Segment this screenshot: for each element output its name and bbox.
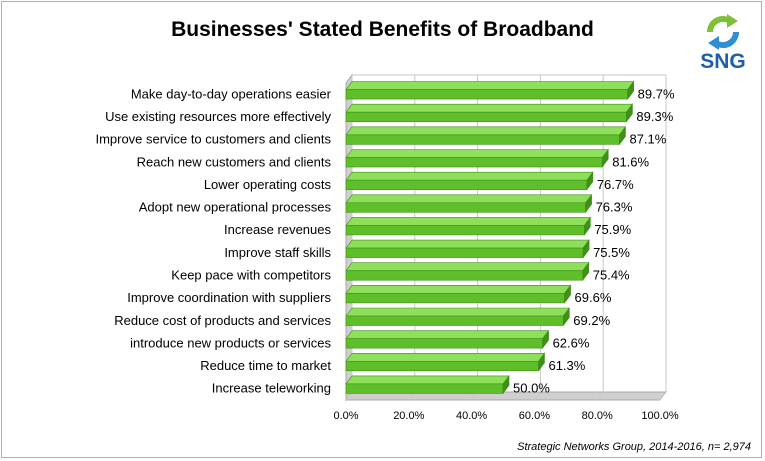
category-label: Reduce time to market <box>200 358 331 373</box>
bar-end-face <box>619 125 626 146</box>
x-tick-label: 40.0% <box>456 410 487 422</box>
data-label: 75.9% <box>594 222 631 237</box>
x-tick-label: 60.0% <box>519 410 550 422</box>
bar-top-face <box>345 375 510 385</box>
bar-end-face <box>582 261 590 282</box>
bar-top-face <box>345 262 590 272</box>
bar-end-face <box>582 239 590 259</box>
data-label: 69.2% <box>573 313 610 328</box>
data-label: 87.1% <box>629 132 666 147</box>
bar-top-face <box>345 103 634 113</box>
bar-end-face <box>627 80 634 100</box>
gridline-floor <box>596 391 604 401</box>
bar <box>345 111 627 123</box>
bar-end-face <box>538 352 545 372</box>
data-label: 81.6% <box>612 154 649 169</box>
category-label: Increase teleworking <box>212 381 331 396</box>
bar-top-face <box>345 126 627 136</box>
bar-end-face <box>542 329 549 350</box>
bar-end-face <box>564 284 571 304</box>
bar-top-face <box>345 307 570 317</box>
x-tick-label: 0.0% <box>333 410 358 422</box>
data-label: 69.6% <box>575 290 612 305</box>
bar-top-face <box>345 352 546 362</box>
bar-top-face <box>345 285 572 294</box>
data-label: 50.0% <box>513 381 550 396</box>
category-label: Improve service to customers and clients <box>95 132 331 147</box>
bar-top-face <box>345 194 593 204</box>
category-label: Increase revenues <box>224 222 331 237</box>
x-tick-label: 100.0% <box>641 410 679 422</box>
data-label: 76.3% <box>596 200 633 215</box>
category-label: Improve coordination with suppliers <box>127 290 331 305</box>
bar <box>345 270 584 281</box>
data-label: 62.6% <box>553 335 590 350</box>
sng-arrows-icon <box>706 14 740 50</box>
bar-end-face <box>601 148 609 168</box>
data-label: 89.7% <box>638 86 675 101</box>
bar <box>345 179 588 190</box>
category-label: Adopt new operational processes <box>139 200 332 215</box>
bar <box>345 338 543 349</box>
bar-end-face <box>584 216 591 236</box>
bar <box>345 315 564 326</box>
category-label: Use existing resources more effectively <box>105 109 331 124</box>
category-label: Improve staff skills <box>224 245 331 260</box>
x-tick-label: 80.0% <box>582 410 613 422</box>
chart-title: Businesses' Stated Benefits of Broadband <box>171 18 594 41</box>
bar-top-face <box>345 171 594 181</box>
bar <box>345 89 628 100</box>
bar <box>345 293 565 304</box>
bar <box>345 134 620 145</box>
x-tick-label: 20.0% <box>393 410 424 422</box>
bar-top-face <box>345 149 609 158</box>
bar-top-face <box>345 81 635 90</box>
source-note: Strategic Networks Group, 2014-2016, n= … <box>517 441 751 453</box>
bar <box>345 225 585 236</box>
category-label: Make day-to-day operations easier <box>131 86 332 101</box>
data-label: 61.3% <box>548 358 585 373</box>
data-label: 75.4% <box>593 267 630 282</box>
data-label: 75.5% <box>593 245 630 260</box>
bar-end-face <box>562 307 570 327</box>
category-label: Reach new customers and clients <box>137 154 332 169</box>
category-label: Reduce cost of products and services <box>114 313 331 328</box>
bar-end-face <box>585 193 592 214</box>
bar <box>345 360 539 372</box>
gridline-floor <box>659 391 667 401</box>
bar-end-face <box>502 375 510 395</box>
sng-logo: SNG <box>694 12 752 82</box>
bar-end-face <box>586 171 594 191</box>
bar-top-face <box>345 239 590 249</box>
gridline-floor <box>534 391 541 401</box>
bar-top-face <box>345 330 550 339</box>
category-label: Lower operating costs <box>204 177 332 192</box>
plot-side-wall <box>345 73 353 402</box>
data-label: 76.7% <box>597 177 634 192</box>
bar <box>345 202 586 213</box>
data-label: 89.3% <box>636 109 673 124</box>
bar <box>345 383 504 394</box>
bar-end-face <box>626 103 633 123</box>
bar <box>345 157 603 168</box>
bar-top-face <box>345 217 591 226</box>
category-label: introduce new products or services <box>130 335 331 350</box>
category-label: Keep pace with competitors <box>171 267 331 282</box>
bar <box>345 247 584 258</box>
logo-text: SNG <box>700 50 746 73</box>
